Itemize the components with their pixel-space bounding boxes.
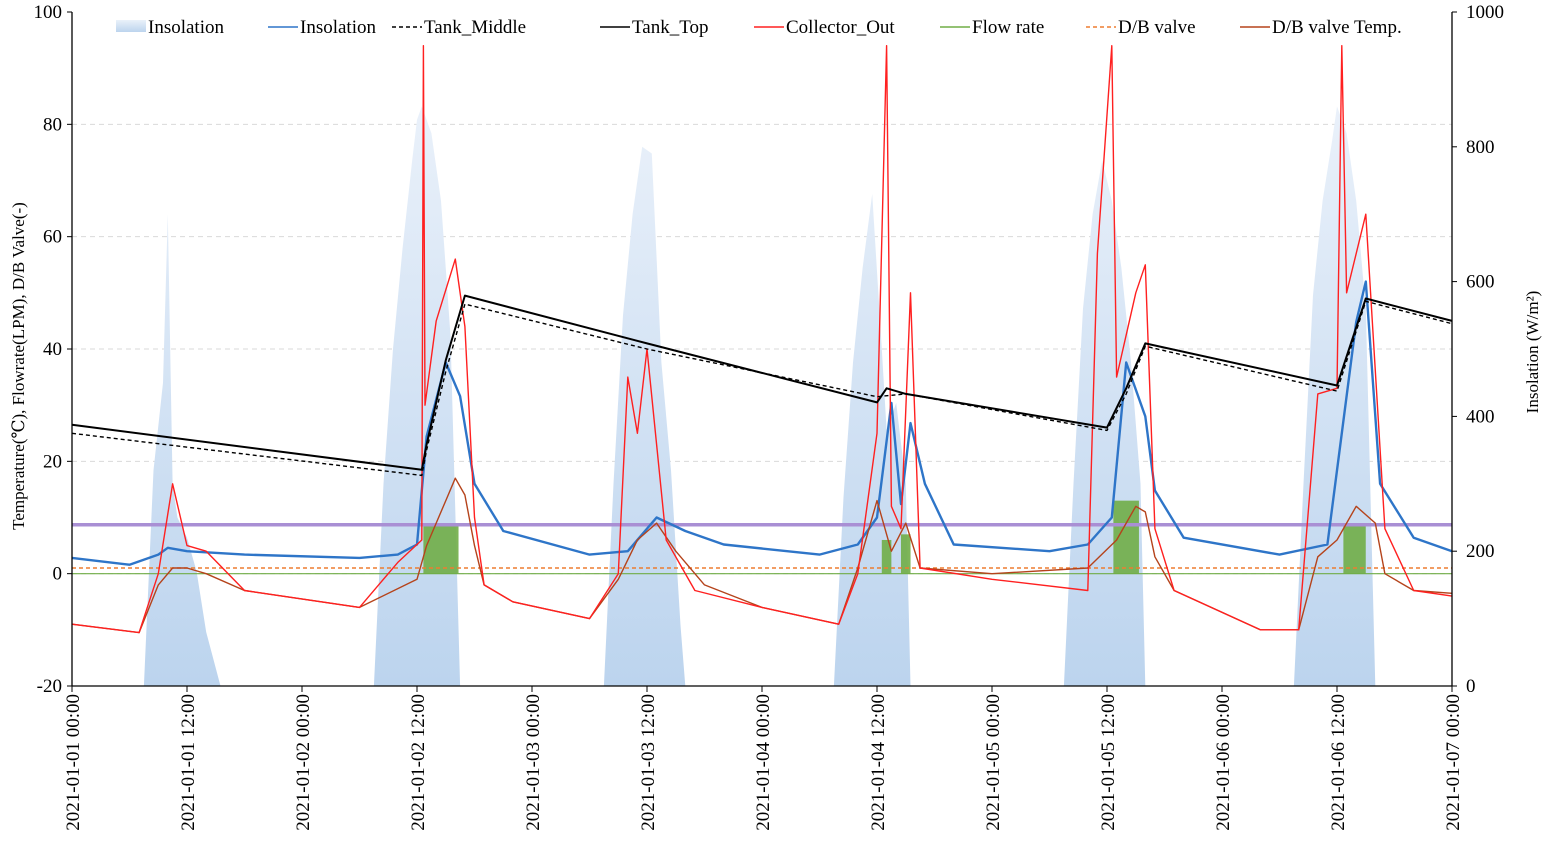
legend-label: Tank_Middle [424,17,526,38]
y-left-tick-label: 100 [34,2,63,23]
flow-rate-block [881,539,892,574]
y-right-tick-label: 400 [1466,406,1495,427]
y-right-tick-label: 200 [1466,541,1495,562]
y-right-tick-label: 800 [1466,137,1495,158]
y-left-tick-label: 40 [43,339,62,360]
legend-item: Collector_Out [754,17,895,38]
legend-label: D/B valve [1118,17,1196,38]
legend-swatch [116,20,146,32]
x-tick-label: 2021-01-04 00:00 [753,694,774,831]
x-tick-label: 2021-01-02 12:00 [408,694,429,831]
legend-item: D/B valve Temp. [1240,17,1402,38]
series-insolation-area [143,106,1376,686]
legend-label: Tank_Top [632,17,709,38]
gridlines [72,123,1452,575]
series-tank-top [71,294,1453,471]
legend-item: Insolation [116,17,224,38]
x-tick-label: 2021-01-04 12:00 [868,694,889,831]
y-left-tick-label: 80 [43,114,62,135]
x-tick-label: 2021-01-06 12:00 [1328,694,1349,831]
legend-item: Tank_Top [600,17,709,38]
y-left-tick-label: -20 [37,676,62,697]
insolation-area-layer [143,106,1376,686]
flow-rate-block [900,534,911,574]
y-right-tick-label: 1000 [1466,2,1504,23]
x-tick-label: 2021-01-03 00:00 [523,694,544,831]
y-left-tick-label: 60 [43,227,62,248]
legend-label: D/B valve Temp. [1272,17,1402,38]
x-tick-label: 2021-01-05 12:00 [1098,694,1119,831]
legend-label: Flow rate [972,17,1044,38]
y-right-tick-label: 600 [1466,272,1495,293]
x-tick-label: 2021-01-01 12:00 [178,694,199,831]
x-tick-label: 2021-01-02 00:00 [293,694,314,831]
y-left-tick-label: 0 [53,564,63,585]
y-left-axis-title: Temperature(℃), Flowrate(LPM), D/B Valve… [9,202,28,530]
flow-rate-block [1343,523,1366,574]
x-tick-label: 2021-01-07 00:00 [1443,694,1464,831]
y-right-tick-label: 0 [1466,676,1476,697]
legend-label: Insolation [148,17,224,38]
axes: -20020406080100020040060080010002021-01-… [34,2,1505,831]
legend-item: Tank_Middle [392,17,526,38]
series-collector-out [71,45,1453,634]
x-tick-label: 2021-01-06 00:00 [1213,694,1234,831]
series-tank-middle [71,300,1453,477]
legend-label: Insolation [300,17,376,38]
series-insolation [71,280,1453,566]
legend-item: Insolation [268,17,376,38]
y-right-axis-title: Insolation (W/m²) [1523,291,1542,414]
legend-item: D/B valve [1086,17,1196,38]
y-left-tick-label: 20 [43,451,62,472]
series-layer [71,45,1453,634]
x-tick-label: 2021-01-05 00:00 [983,694,1004,831]
x-tick-label: 2021-01-01 00:00 [63,694,84,831]
legend-item: Flow rate [940,17,1044,38]
legend-label: Collector_Out [786,17,895,38]
flow-rate-block [1113,500,1139,574]
flow-rate-block [423,523,459,574]
legend: Insolation Insolation Tank_Middle Tank_Top C… [116,17,1402,38]
x-tick-label: 2021-01-03 12:00 [638,694,659,831]
